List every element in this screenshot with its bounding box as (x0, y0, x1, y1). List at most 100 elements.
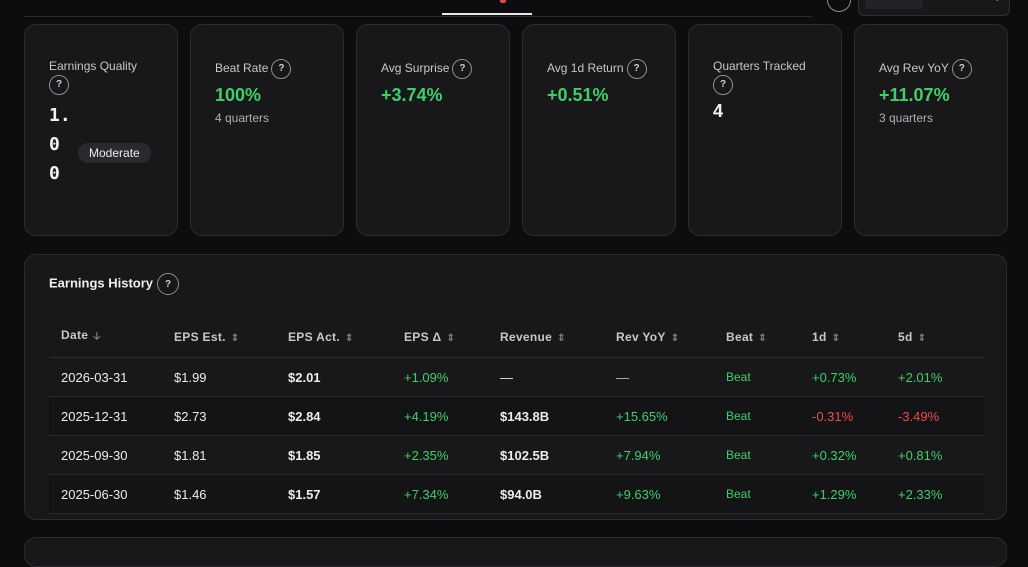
cell-date: 2025-09-30 (49, 435, 173, 475)
sort-icon: ⇕ (831, 333, 841, 344)
cell-1d: +0.73% (811, 357, 897, 397)
cell-revenue: $94.0B (499, 474, 615, 514)
next-panel (24, 537, 1007, 567)
cell-rev-yoy: +7.94% (615, 435, 725, 475)
view-toggle-selected[interactable] (865, 0, 923, 9)
table-header-row: Date 🡣 EPS Est. ⇕ EPS Act. ⇕ EPS Δ ⇕ Revenue… (49, 317, 984, 358)
tab-strip (24, 0, 812, 17)
metric-label: Avg Surprise (381, 61, 450, 76)
cell-eps-delta: +4.19% (403, 396, 499, 436)
cell-revenue: $102.5B (499, 435, 615, 475)
cell-date: 2025-06-30 (49, 474, 173, 514)
help-icon[interactable]: ? (157, 273, 180, 295)
help-icon[interactable] (827, 0, 851, 12)
metric-label: Earnings Quality (49, 59, 138, 73)
help-icon[interactable]: ? (49, 75, 69, 95)
cell-5d: +2.33% (897, 474, 984, 514)
cell-beat: Beat (725, 435, 811, 475)
cell-revenue: $143.8B (499, 396, 615, 436)
earnings-quality-value: 1.00 (49, 105, 71, 184)
sort-icon: ⇕ (917, 333, 927, 344)
cell-eps-act: $2.01 (287, 357, 403, 397)
column-header-5d[interactable]: 5d ⇕ (897, 317, 984, 358)
column-label: 1d (812, 330, 827, 344)
cell-date: 2025-12-31 (49, 396, 173, 436)
sort-icon: ⇕ (230, 333, 240, 344)
metric-label: Avg Rev YoY (879, 61, 949, 76)
chevron-down-icon: ⌄ (993, 0, 1001, 4)
table-row: 2025-06-30 $1.46 $1.57 +7.34% $94.0B +9.… (49, 474, 984, 514)
cell-rev-yoy: +9.63% (615, 474, 725, 514)
cell-eps-est: $2.73 (173, 396, 287, 436)
column-header-rev-yoy[interactable]: Rev YoY ⇕ (615, 317, 725, 358)
column-header-revenue[interactable]: Revenue ⇕ (499, 317, 615, 358)
quality-badge: Moderate (78, 143, 151, 163)
beat-rate-value: 100% (215, 85, 262, 105)
cell-5d: -3.49% (897, 396, 984, 436)
top-navigation: ⌄ (0, 0, 1028, 20)
avg-1d-return-label: Avg 1d Return? (547, 59, 647, 79)
cell-beat: Beat (725, 474, 811, 514)
avg-rev-yoy-label: Avg Rev YoY? (879, 59, 972, 79)
column-header-eps-est[interactable]: EPS Est. ⇕ (173, 317, 287, 358)
sort-icon: ⇕ (557, 333, 566, 344)
column-header-1d[interactable]: 1d ⇕ (811, 317, 897, 358)
cell-eps-delta: +1.09% (403, 357, 499, 397)
column-header-date[interactable]: Date 🡣 (49, 317, 173, 358)
cell-eps-est: $1.46 (173, 474, 287, 514)
cell-beat: Beat (725, 357, 811, 397)
column-label: Revenue (500, 330, 553, 344)
table-row: 2025-12-31 $2.73 $2.84 +4.19% $143.8B +1… (49, 396, 984, 436)
sort-icon: ⇕ (446, 333, 456, 344)
help-icon[interactable]: ? (271, 59, 292, 79)
column-header-eps-act[interactable]: EPS Act. ⇕ (287, 317, 403, 358)
metric-label: Quarters Tracked (713, 59, 806, 73)
avg-1d-return-value: +0.51% (547, 85, 609, 105)
view-toggle[interactable]: ⌄ (858, 0, 1010, 16)
avg-surprise-card: Avg Surprise? +3.74% (356, 24, 510, 236)
column-header-eps-delta[interactable]: EPS Δ ⇕ (403, 317, 499, 358)
beat-rate-card: Beat Rate? 100% 4 quarters (190, 24, 344, 236)
sort-icon: ⇕ (344, 333, 354, 344)
cell-eps-act: $1.57 (287, 474, 403, 514)
active-tab-marker (500, 0, 506, 3)
cell-eps-delta: +2.35% (403, 435, 499, 475)
cell-revenue: — (499, 357, 615, 397)
column-label: EPS Est. (174, 330, 226, 344)
metric-label: Avg 1d Return (547, 61, 624, 76)
cell-eps-est: $1.99 (173, 357, 287, 397)
quarters-tracked-label: Quarters Tracked ? (713, 59, 806, 95)
column-label: EPS Δ (404, 330, 442, 344)
column-label: EPS Act. (288, 330, 340, 344)
avg-rev-yoy-card: Avg Rev YoY? +11.07% 3 quarters (854, 24, 1008, 236)
column-label: Rev YoY (616, 330, 666, 344)
earnings-history-table: Date 🡣 EPS Est. ⇕ EPS Act. ⇕ EPS Δ ⇕ Revenue… (49, 317, 984, 514)
column-label: Date (61, 328, 89, 342)
avg-rev-yoy-value: +11.07% (879, 85, 950, 105)
quarters-tracked-value: 4 (713, 101, 724, 121)
earnings-history-title: Earnings History (49, 275, 154, 291)
help-icon[interactable]: ? (713, 75, 733, 95)
column-label: 5d (898, 330, 913, 344)
beat-rate-sub: 4 quarters (215, 111, 270, 125)
beat-rate-label: Beat Rate? (215, 59, 292, 79)
cell-eps-act: $2.84 (287, 396, 403, 436)
metric-label: Beat Rate (215, 61, 269, 76)
avg-rev-yoy-sub: 3 quarters (879, 111, 934, 125)
cell-1d: +0.32% (811, 435, 897, 475)
column-label: Beat (726, 330, 754, 344)
avg-surprise-label: Avg Surprise? (381, 59, 473, 79)
cell-eps-act: $1.85 (287, 435, 403, 475)
help-icon[interactable]: ? (452, 59, 473, 79)
sort-icon: ⇕ (670, 333, 680, 344)
quarters-tracked-card: Quarters Tracked ? 4 (688, 24, 842, 236)
help-icon[interactable]: ? (626, 59, 647, 79)
cell-eps-delta: +7.34% (403, 474, 499, 514)
column-header-beat[interactable]: Beat ⇕ (725, 317, 811, 358)
help-icon[interactable]: ? (951, 59, 972, 79)
cell-1d: +1.29% (811, 474, 897, 514)
earnings-quality-label: Earnings Quality ? (49, 59, 159, 95)
cell-rev-yoy: +15.65% (615, 396, 725, 436)
cell-date: 2026-03-31 (49, 357, 173, 397)
cell-5d: +0.81% (897, 435, 984, 475)
